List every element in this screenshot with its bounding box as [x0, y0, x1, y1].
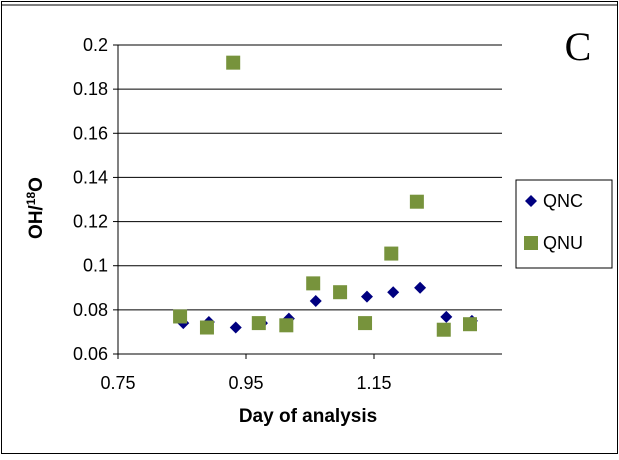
y-tick-label: 0.14	[73, 167, 108, 187]
y-tick-label: 0.2	[83, 35, 108, 55]
data-point	[384, 246, 399, 261]
legend-marker	[525, 195, 537, 207]
data-point	[436, 322, 451, 337]
y-tick-label: 0.1	[83, 256, 108, 276]
data-point	[440, 310, 453, 323]
legend-marker	[524, 236, 538, 250]
data-point	[463, 317, 477, 332]
y-tick-label: 0.12	[73, 212, 108, 232]
y-tick-label: 0.08	[73, 300, 108, 320]
data-point	[333, 285, 348, 300]
y-tick-label: 0.16	[73, 123, 108, 143]
data-point	[173, 309, 188, 324]
data-point	[387, 286, 400, 299]
data-point	[229, 321, 242, 334]
data-point	[409, 194, 424, 209]
data-point	[309, 295, 322, 308]
legend-label: QNU	[543, 233, 583, 253]
data-point	[279, 318, 294, 333]
y-label-sup: 18	[24, 192, 38, 206]
y-axis-label: OH/18O	[24, 177, 47, 239]
x-tick-label: 0.75	[100, 373, 135, 393]
data-point	[360, 290, 373, 303]
data-point	[199, 320, 214, 335]
data-point	[414, 281, 427, 294]
legend-box	[515, 179, 613, 269]
y-label-base: OH/	[26, 204, 47, 239]
x-axis-label: Day of analysis	[239, 406, 377, 427]
x-tick-label: 1.15	[356, 373, 391, 393]
panel-label: C	[565, 24, 592, 69]
y-tick-label: 0.18	[73, 79, 108, 99]
data-point	[226, 55, 241, 70]
data-point	[306, 276, 321, 291]
data-point	[358, 316, 373, 331]
y-label-tail: O	[26, 177, 47, 192]
y-tick-label: 0.06	[73, 344, 108, 364]
data-point	[251, 316, 266, 331]
x-tick-label: 0.95	[228, 373, 263, 393]
legend-label: QNC	[543, 191, 583, 211]
